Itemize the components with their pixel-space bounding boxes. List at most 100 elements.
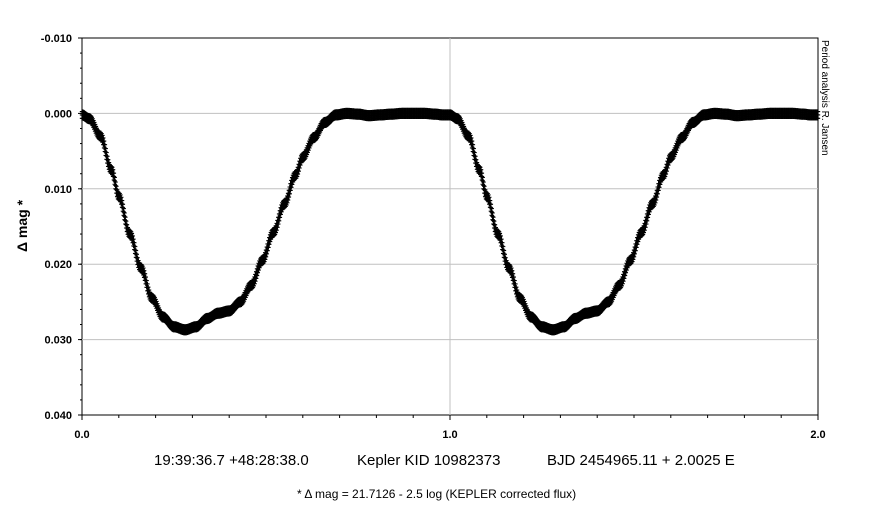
data-point — [282, 204, 288, 210]
x-tick-label: 0.0 — [74, 429, 89, 441]
data-point — [287, 191, 292, 196]
data-point — [285, 197, 291, 203]
data-point — [253, 276, 259, 281]
data-point — [623, 270, 629, 275]
data-point — [297, 165, 302, 171]
ephemeris-text: BJD 2454965.11 + 2.0025 E — [547, 452, 735, 469]
data-point — [634, 245, 639, 250]
data-point — [652, 202, 657, 208]
data-point — [306, 147, 311, 153]
y-axis-label: Δ mag * — [14, 199, 30, 252]
kic-text: Kepler KID 10982373 — [357, 452, 501, 469]
data-point — [285, 200, 290, 205]
data-point — [294, 174, 300, 179]
data-point — [654, 194, 660, 200]
data-point — [643, 225, 648, 230]
data-point — [621, 278, 626, 284]
data-points — [79, 107, 821, 336]
data-point — [305, 150, 310, 155]
data-point — [267, 242, 272, 247]
data-point — [650, 204, 656, 210]
data-point — [675, 145, 680, 151]
data-point — [630, 259, 635, 264]
grid-lines — [82, 38, 818, 415]
data-point — [296, 168, 301, 174]
data-point — [275, 225, 280, 230]
data-point — [644, 221, 649, 227]
footnote-text: * Δ mag = 21.7126 - 2.5 log (KEPLER corr… — [297, 487, 577, 501]
data-point — [289, 182, 295, 187]
data-point — [619, 283, 624, 288]
data-point — [666, 162, 671, 168]
data-point — [256, 267, 261, 273]
data-point — [273, 230, 279, 235]
data-point — [624, 267, 629, 273]
data-point — [264, 251, 270, 257]
data-point — [621, 276, 627, 281]
data-point — [673, 150, 678, 155]
credit-text: Period analysis R. Jansen — [819, 40, 830, 156]
data-point — [276, 221, 281, 227]
data-point — [255, 270, 261, 275]
y-tick-label: 0.010 — [44, 184, 72, 196]
data-point — [274, 227, 279, 233]
data-point — [635, 239, 641, 244]
x-axis-ticks: 0.0 1.0 2.0 — [74, 415, 826, 441]
y-tick-label: 0.020 — [44, 259, 72, 271]
data-point — [304, 152, 310, 157]
data-point — [307, 145, 312, 151]
data-point — [251, 283, 256, 288]
data-point — [641, 230, 647, 235]
data-point — [278, 212, 283, 217]
data-point — [632, 251, 638, 257]
data-point — [263, 254, 269, 260]
data-point — [260, 261, 265, 266]
data-point — [253, 278, 258, 284]
data-point — [266, 245, 271, 250]
data-point — [279, 209, 284, 214]
data-point — [267, 239, 273, 244]
data-point — [672, 152, 678, 157]
data-point — [254, 273, 260, 278]
y-axis-ticks: -0.010 0.000 0.010 0.020 0.030 0.040 — [41, 33, 82, 422]
data-point — [662, 174, 668, 179]
data-point — [631, 254, 637, 260]
data-point — [656, 188, 661, 193]
data-point — [664, 168, 669, 174]
data-point — [630, 257, 636, 262]
data-point — [647, 209, 652, 214]
data-point — [635, 242, 640, 247]
x-tick-label: 1.0 — [442, 429, 457, 441]
data-point — [665, 165, 670, 171]
data-point — [657, 182, 663, 187]
data-point — [633, 248, 638, 253]
data-point — [288, 188, 293, 193]
data-point — [663, 171, 669, 177]
y-tick-label: 0.040 — [44, 410, 72, 422]
data-point — [622, 273, 628, 278]
data-point — [642, 227, 647, 233]
data-point — [298, 162, 303, 168]
light-curve-chart: -0.010 0.000 0.010 0.020 0.030 0.040 0.0 1.0 2.… — [14, 33, 830, 441]
data-point — [262, 259, 267, 264]
data-point — [289, 185, 294, 190]
coordinates-text: 19:39:36.7 +48:28:38.0 — [154, 452, 309, 469]
x-tick-label: 2.0 — [810, 429, 825, 441]
data-point — [644, 218, 650, 223]
data-point — [628, 261, 633, 266]
y-tick-label: -0.010 — [41, 33, 72, 45]
data-point — [657, 185, 662, 190]
data-point — [252, 281, 257, 286]
data-point — [286, 194, 292, 200]
data-point — [295, 171, 301, 177]
data-point — [653, 200, 658, 205]
data-point — [262, 257, 268, 262]
data-point — [276, 218, 282, 223]
data-point — [265, 248, 270, 253]
y-tick-label: 0.000 — [44, 108, 72, 120]
data-point — [653, 197, 659, 203]
data-point — [815, 116, 821, 121]
data-point — [646, 212, 651, 217]
data-point — [655, 191, 660, 196]
data-point — [277, 215, 283, 220]
